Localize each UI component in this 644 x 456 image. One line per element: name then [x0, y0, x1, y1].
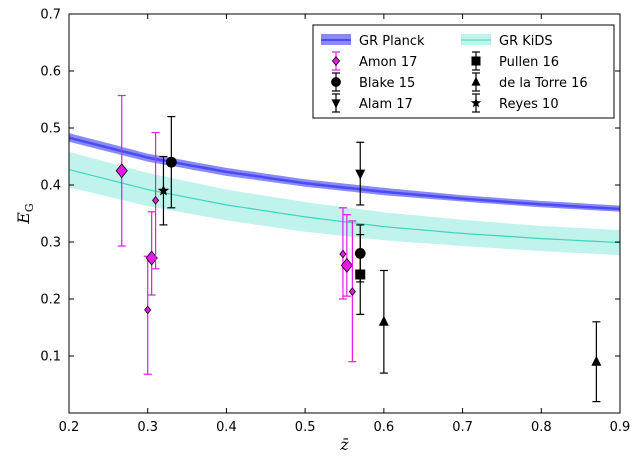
points-layer — [115, 94, 602, 403]
pullen-16-marker — [355, 269, 366, 280]
amon-17-marker — [339, 249, 347, 259]
y-tick-label: 0.6 — [40, 65, 61, 80]
legend-item-alam-17: Alam 17 — [331, 93, 413, 113]
legend-marker-amon-17 — [331, 55, 341, 67]
y-tick-label: 0.3 — [40, 236, 61, 251]
amon-17-point-1 — [115, 94, 128, 247]
blake-15-marker — [165, 156, 177, 168]
legend-marker-blake-15 — [331, 77, 341, 87]
amon-17-marker — [144, 305, 152, 315]
amon-17-marker — [115, 163, 128, 179]
legend-label-gr-kids: GR KiDS — [499, 34, 553, 49]
x-tick-label: 0.2 — [59, 420, 80, 435]
alam-17-marker — [355, 169, 366, 180]
bands-layer — [68, 133, 621, 256]
amon-17-marker — [348, 287, 356, 296]
x-tick-label: 0.6 — [374, 420, 395, 435]
legend-label-amon-17: Amon 17 — [359, 55, 417, 70]
plot-frame — [68, 13, 621, 414]
amon-17-marker — [340, 257, 353, 273]
legend: GR Planck GR KiDS Amon 17 Pullen 16 Blake 15… — [312, 24, 615, 119]
legend-label-reyes-10: Reyes 10 — [499, 97, 559, 112]
legend-marker-reyes-10 — [470, 97, 482, 108]
x-tick-label: 0.9 — [610, 420, 631, 435]
legend-marker-de-la-torre-16 — [471, 76, 481, 86]
x-tick-label: 0.5 — [295, 420, 316, 435]
legend-label-alam-17: Alam 17 — [359, 97, 413, 112]
legend-label-blake-15: Blake 15 — [359, 76, 415, 91]
y-tick-label: 0.5 — [40, 122, 61, 137]
y-axis-label-main: E — [14, 212, 33, 225]
x-axis-label: z̄ — [339, 435, 349, 454]
pullen-16-point-1 — [355, 233, 366, 315]
amon-17-point-5 — [338, 207, 347, 300]
legend-label-pullen-16: Pullen 16 — [499, 55, 559, 70]
reyes-10-point-1 — [157, 155, 170, 226]
de-la-torre-16-point-2 — [591, 321, 602, 403]
blake-15-point-1 — [165, 115, 177, 209]
legend-label-de-la-torre-16: de la Torre 16 — [499, 76, 588, 91]
reyes-10-marker — [157, 184, 170, 196]
legend-item-pullen-16: Pullen 16 — [471, 51, 559, 71]
ticks-layer: 0.2 0.3 0.4 0.5 0.6 0.7 0.8 0.9 0.1 0.2 0.3 0.4 0.5 0… — [40, 8, 630, 436]
legend-item-gr-planck: GR Planck — [321, 34, 425, 49]
y-tick-label: 0.4 — [40, 179, 61, 194]
amon-17-point-3 — [145, 211, 158, 296]
de-la-torre-16-marker — [591, 355, 602, 366]
y-tick-label: 0.2 — [40, 293, 61, 308]
legend-item-gr-kids: GR KiDS — [461, 34, 553, 49]
legend-item-de-la-torre-16: de la Torre 16 — [471, 72, 588, 92]
amon-17-marker — [152, 195, 160, 205]
y-tick-label: 0.1 — [40, 350, 61, 365]
x-tick-label: 0.4 — [216, 420, 237, 435]
y-axis-label: EG — [14, 203, 36, 224]
legend-items: GR Planck GR KiDS Amon 17 Pullen 16 Blake 15… — [321, 34, 588, 113]
gr-planck-curve — [68, 136, 621, 211]
gr-kids-curve — [68, 169, 621, 244]
legend-marker-pullen-16 — [471, 56, 481, 66]
gr-planck-band — [69, 133, 620, 212]
legend-item-reyes-10: Reyes 10 — [470, 93, 559, 113]
amon-17-point-6 — [340, 214, 353, 297]
legend-label-gr-planck: GR Planck — [359, 34, 425, 49]
amon-17-point-2 — [143, 255, 152, 375]
amon-17-point-4 — [151, 131, 160, 270]
amon-17-point-7 — [348, 220, 357, 363]
de-la-torre-16-point-1 — [378, 269, 389, 374]
legend-item-blake-15: Blake 15 — [331, 72, 415, 92]
x-tick-label: 0.3 — [137, 420, 158, 435]
gr-kids-band — [69, 151, 620, 256]
alam-17-point-1 — [355, 141, 366, 206]
x-tick-label: 0.8 — [531, 420, 552, 435]
legend-marker-alam-17 — [331, 99, 341, 109]
y-axis-label-sub: G — [23, 203, 36, 212]
x-tick-label: 0.7 — [452, 420, 473, 435]
y-tick-label: 0.7 — [40, 8, 61, 23]
de-la-torre-16-marker — [378, 315, 389, 326]
legend-item-amon-17: Amon 17 — [331, 51, 417, 71]
